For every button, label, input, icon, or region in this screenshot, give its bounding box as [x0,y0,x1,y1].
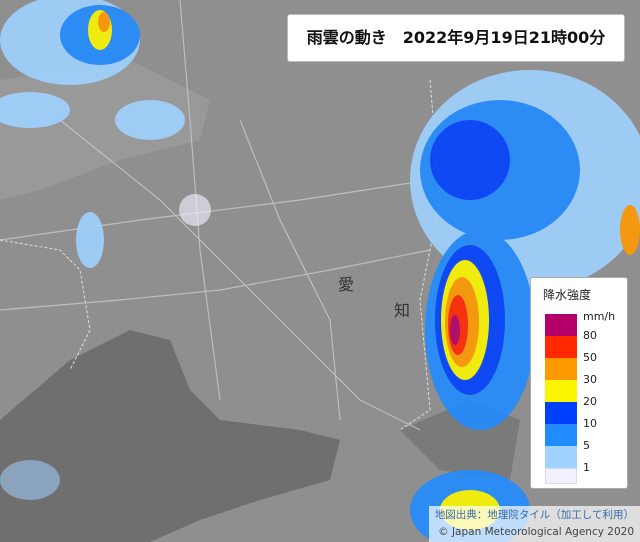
legend-level: 20 [583,395,597,408]
swatch [545,336,577,358]
legend-level: 50 [583,351,597,364]
swatch [545,314,577,336]
swatch [545,380,577,402]
copyright: © Japan Meteorological Agency 2020 [438,526,634,538]
swatch [545,446,577,468]
swatch [545,402,577,424]
legend-unit: mm/h [583,310,616,323]
legend-level: 5 [583,439,590,452]
legend-level: 10 [583,417,597,430]
attribution: 地図出典：地理院タイル（加工して利用） © Japan Meteorologic… [428,506,640,542]
swatch [545,468,577,484]
legend-title: 降水強度 [543,288,592,302]
legend-level: 80 [583,329,597,342]
legend-level: 30 [583,373,597,386]
title-box: 雨雲の動き 2022年9月19日21時00分 [287,14,625,62]
swatch [545,358,577,380]
swatch [545,424,577,446]
map-label: 知 [394,301,410,320]
legend: 降水強度 mm/h 80 50 30 20 10 5 1 [530,277,628,489]
legend-level: 1 [583,461,590,474]
map-source: 地図出典：地理院タイル（加工して利用） [434,509,634,521]
title: 雨雲の動き 2022年9月19日21時00分 [306,28,606,47]
map-label: 愛 [338,275,354,294]
